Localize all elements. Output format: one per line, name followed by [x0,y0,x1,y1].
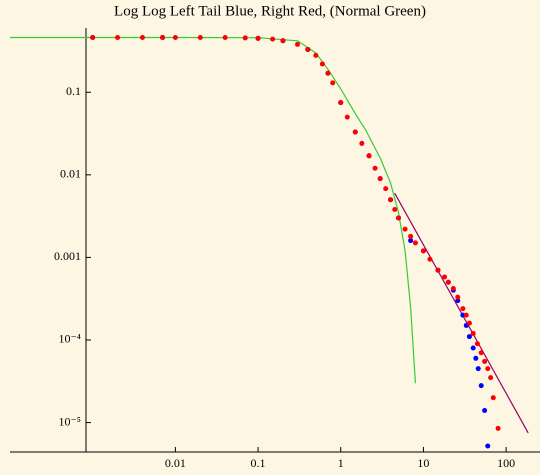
data-point [222,35,228,41]
data-point [412,240,418,246]
data-point [488,375,494,381]
x-tick-label: 1 [338,456,344,470]
x-tick-label: 0.01 [165,456,186,470]
data-point [455,294,461,300]
data-point [270,36,276,42]
data-point [408,233,414,239]
data-point [325,70,331,76]
y-tick-label: 10⁻⁴ [58,332,81,346]
chart-title: Log Log Left Tail Blue, Right Red, (Norm… [114,3,426,19]
data-point [359,140,365,146]
x-tick-label: 0.1 [251,456,266,470]
data-point [402,226,408,232]
data-point [478,383,484,389]
y-tick-label: 0.1 [66,84,81,98]
x-tick-label: 10 [417,456,429,470]
data-point [470,345,476,351]
data-point [383,186,389,192]
data-point [160,35,166,41]
y-tick-label: 0.001 [54,249,81,263]
data-point [372,165,378,171]
data-point [313,52,319,58]
data-point [388,197,394,203]
data-point [396,215,402,221]
data-point [408,238,414,244]
data-point [139,35,145,41]
data-point [450,286,456,292]
x-tick-label: 100 [497,456,515,470]
data-point [466,334,472,340]
data-point [470,330,476,336]
data-point [455,298,461,304]
data-point [255,35,261,41]
data-point [478,350,484,356]
data-point [319,61,325,67]
series-line [394,192,529,434]
data-point [197,35,203,41]
y-tick-label: 0.01 [60,167,81,181]
data-point [90,35,96,41]
data-point [427,256,433,262]
data-point [392,207,398,213]
data-point [305,46,311,52]
data-point [280,38,286,44]
y-tick-label: 10⁻⁵ [58,414,81,428]
data-point [344,114,350,120]
data-point [115,35,121,41]
data-point [460,312,466,318]
data-point [473,355,479,361]
data-point [442,274,448,280]
data-point [420,248,426,254]
data-point [460,306,466,312]
data-point [172,35,178,41]
data-point [466,320,472,326]
data-point [485,366,491,372]
data-point [338,100,344,106]
data-point [352,129,358,135]
data-point [482,407,488,413]
data-point [482,358,488,364]
data-point [490,395,496,401]
data-point [475,366,481,372]
data-point [435,267,441,273]
data-point [330,80,336,86]
data-point [463,312,469,318]
data-point [485,443,491,449]
data-point [474,341,480,347]
data-point [495,425,501,431]
data-point [366,153,372,159]
data-point [445,279,451,285]
data-point [377,176,383,182]
data-point [242,35,248,41]
data-point [295,41,301,47]
